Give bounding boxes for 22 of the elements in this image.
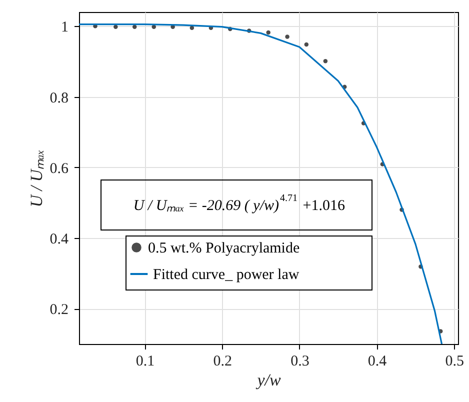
x-tick-label: 0.2 <box>213 354 232 370</box>
point <box>190 26 194 30</box>
y-axis-title: U / Uₘₐₓ <box>26 150 46 208</box>
point <box>323 58 328 64</box>
x-axis-title: y/w <box>255 370 282 390</box>
legend-label: Fitted curve_ power law <box>153 267 300 283</box>
x-tick-label: 0.3 <box>290 354 310 370</box>
y-tick-label: 0.8 <box>50 90 68 106</box>
point <box>285 34 290 39</box>
line-series <box>78 24 443 345</box>
legend-label: 0.5 wt.% Polyacrylamide <box>148 240 300 256</box>
point <box>114 24 118 29</box>
y-tick-label: 0.4 <box>50 232 69 248</box>
y-tick-label: 0.6 <box>50 160 69 177</box>
y-tick-label: 1 <box>61 20 68 36</box>
point <box>304 42 309 47</box>
y-tick-label: 0.2 <box>50 302 68 318</box>
point <box>266 30 270 35</box>
x-tick-label: 0.4 <box>368 354 388 370</box>
point <box>132 24 137 29</box>
x-tick-label: 0.5 <box>445 354 464 370</box>
x-tick-label: 0.1 <box>136 354 155 370</box>
